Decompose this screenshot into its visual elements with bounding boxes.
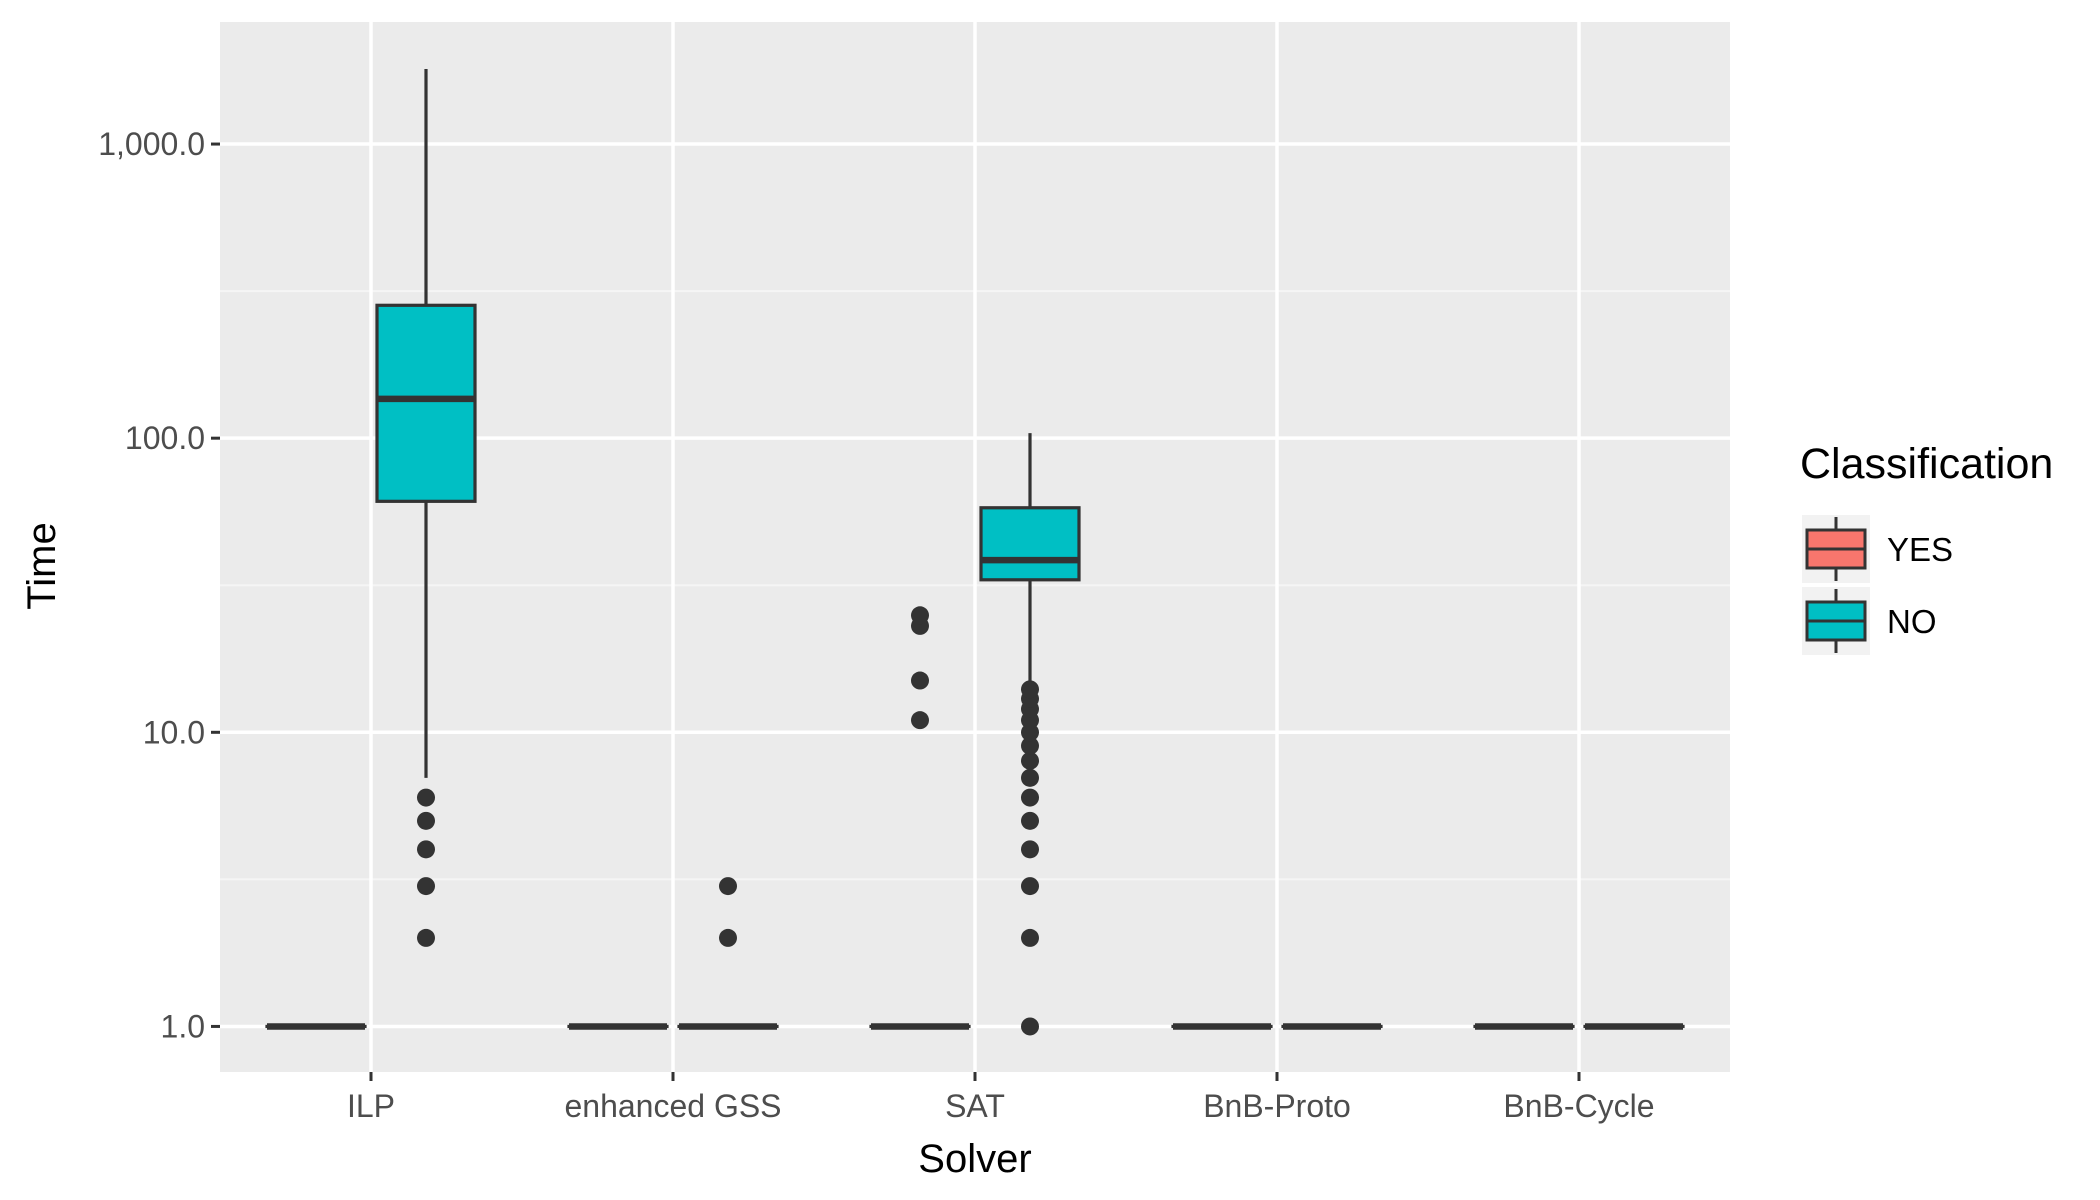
outlier-point: [911, 671, 929, 690]
outlier-point: [1021, 877, 1039, 896]
legend: Classification YES NO: [1800, 440, 2053, 655]
box-no: [677, 877, 779, 1030]
legend-keys: YES NO: [1802, 515, 1953, 655]
grid-lines: [220, 22, 1730, 1072]
x-axis-title: Solver: [918, 1137, 1031, 1181]
x-tick-label: SAT: [945, 1088, 1005, 1124]
outlier-point: [1021, 768, 1039, 787]
outlier-point: [1021, 840, 1039, 859]
x-tick-label: BnB-Cycle: [1503, 1088, 1654, 1124]
outlier-point: [1021, 680, 1039, 699]
outlier-point: [719, 877, 737, 896]
box-no: [979, 433, 1081, 1036]
box-body: [375, 303, 477, 503]
y-axis-title: Time: [20, 522, 64, 609]
box-series: [265, 68, 1685, 1036]
y-tick-label: 100.0: [125, 420, 205, 456]
legend-label: YES: [1887, 531, 1953, 568]
outlier-point: [417, 840, 435, 859]
y-tick-label: 10.0: [143, 714, 205, 750]
outlier-point: [417, 788, 435, 807]
box-no: [375, 68, 477, 947]
legend-key-yes: YES: [1802, 515, 1953, 583]
y-tick-label: 1.0: [161, 1008, 205, 1044]
outlier-point: [417, 811, 435, 830]
outlier-point: [417, 928, 435, 947]
legend-key-no: NO: [1802, 587, 1937, 655]
outlier-point: [719, 928, 737, 947]
y-axis: 1.0 10.0 100.0 1,000.0: [98, 126, 220, 1044]
x-tick-label: ILP: [347, 1088, 395, 1124]
outlier-point: [1021, 1017, 1039, 1036]
x-tick-label: BnB-Proto: [1203, 1088, 1351, 1124]
outlier-point: [1021, 788, 1039, 807]
outlier-point: [1021, 811, 1039, 830]
box-yes: [869, 606, 971, 1030]
outlier-point: [1021, 928, 1039, 947]
legend-title: Classification: [1800, 440, 2053, 488]
outlier-point: [911, 711, 929, 730]
x-axis: ILP enhanced GSS SAT BnB-Proto BnB-Cycle: [347, 1072, 1655, 1124]
y-tick-label: 1,000.0: [98, 126, 205, 162]
outlier-point: [911, 606, 929, 625]
legend-label: NO: [1887, 603, 1937, 640]
outlier-point: [417, 877, 435, 896]
box-body: [979, 506, 1081, 582]
x-tick-label: enhanced GSS: [564, 1088, 781, 1124]
outlier-point: [1021, 736, 1039, 755]
outlier-point: [1021, 751, 1039, 770]
